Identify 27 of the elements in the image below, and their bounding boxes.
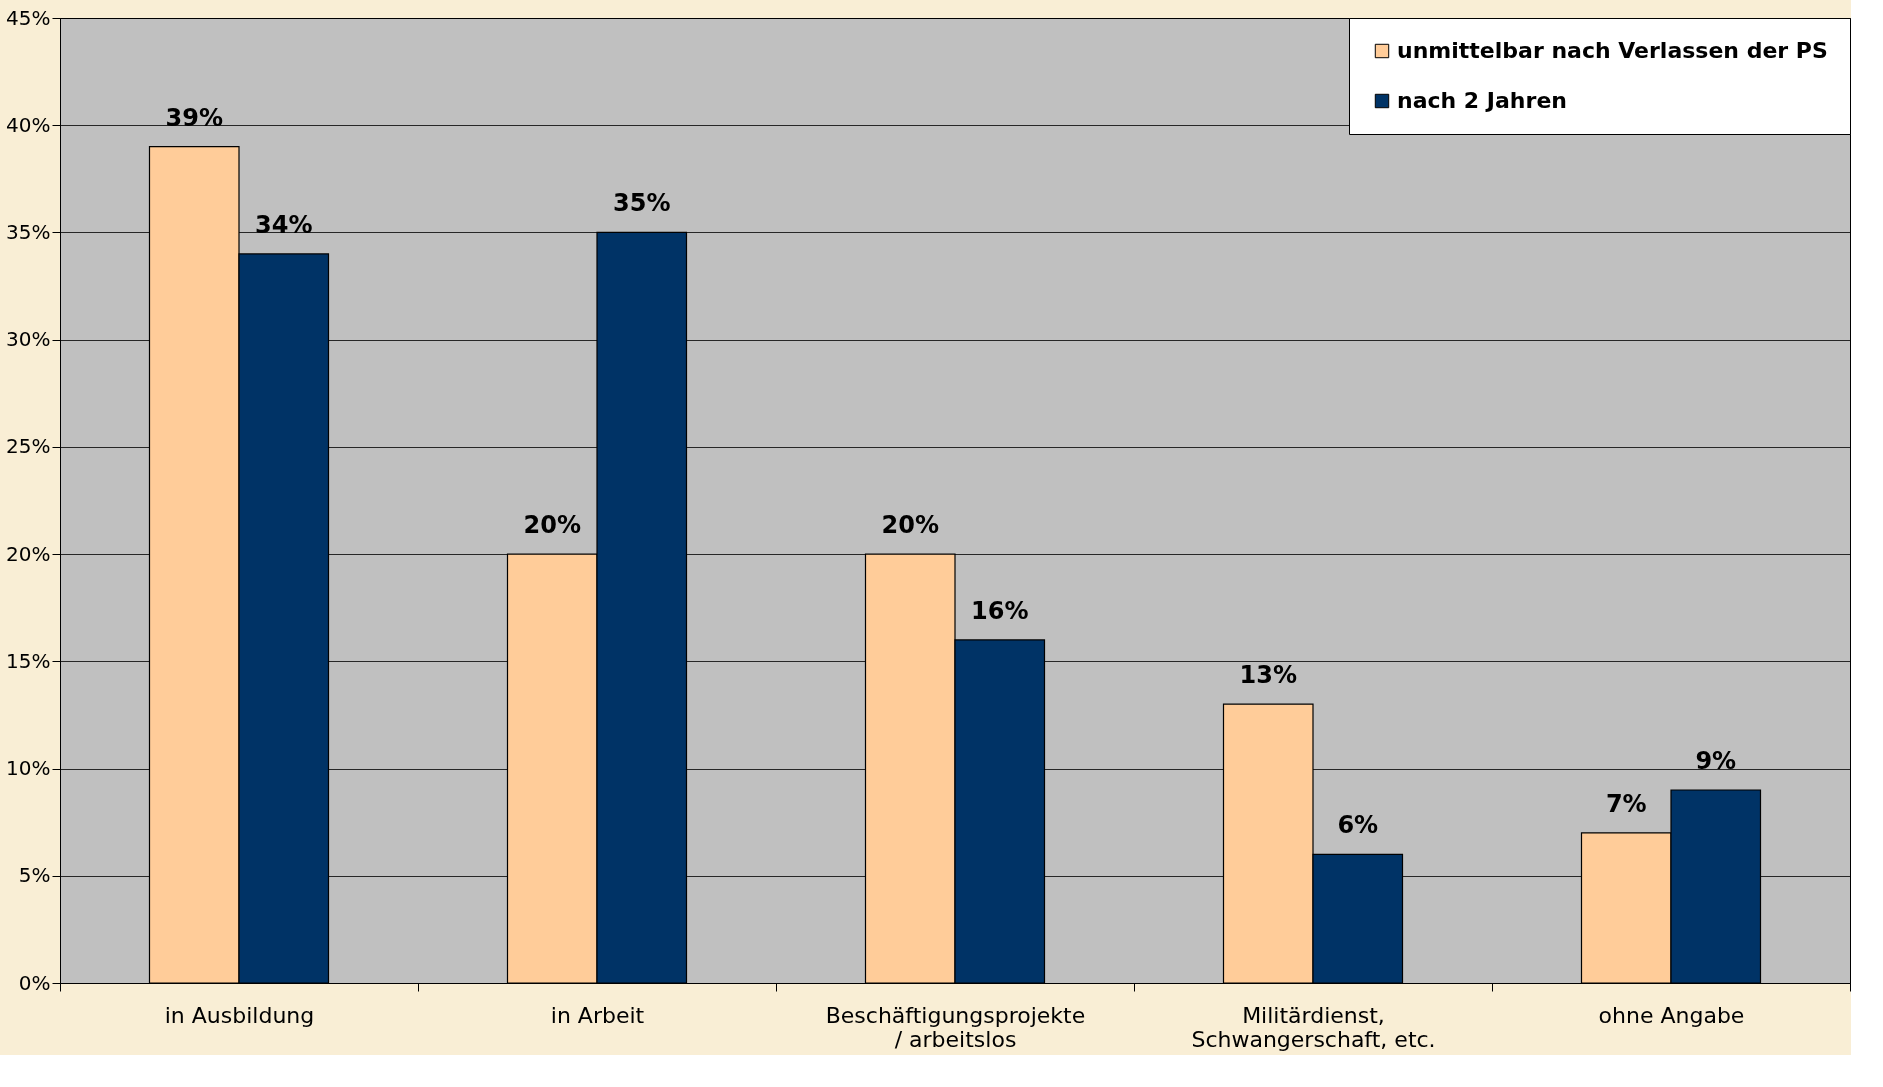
data-label: 39% xyxy=(165,103,223,132)
y-tick-label: 35% xyxy=(6,219,51,244)
data-label: 13% xyxy=(1239,661,1297,690)
data-label: 16% xyxy=(971,596,1029,625)
y-tick-label: 10% xyxy=(6,756,51,781)
y-tick-label: 40% xyxy=(6,112,51,137)
x-tick-label: Beschäftigungsprojekte / arbeitslos xyxy=(825,1002,1086,1052)
y-tick-label: 0% xyxy=(18,970,51,995)
y-tick-label: 5% xyxy=(18,863,51,888)
x-tick-label: ohne Angabe xyxy=(1598,1002,1745,1028)
legend-label: unmittelbar nach Verlassen der PS xyxy=(1397,38,1828,63)
data-label: 20% xyxy=(523,511,581,540)
x-tick-label: in Arbeit xyxy=(550,1002,645,1028)
x-tick-label: in Ausbildung xyxy=(164,1002,315,1028)
data-label: 35% xyxy=(613,189,671,218)
data-label: 20% xyxy=(881,511,939,540)
data-label: 6% xyxy=(1337,811,1379,840)
y-tick-label: 20% xyxy=(6,541,51,566)
x-tick-label: Militärdienst, Schwangerschaft, etc. xyxy=(1191,1002,1436,1052)
data-label: 9% xyxy=(1695,747,1737,775)
y-tick-label: 30% xyxy=(6,327,51,352)
y-tick-label: 15% xyxy=(6,648,51,673)
y-tick-label: 45% xyxy=(6,5,51,30)
legend-label: nach 2 Jahren xyxy=(1397,88,1567,113)
data-label: 34% xyxy=(255,210,313,239)
data-label: 7% xyxy=(1605,789,1647,818)
y-tick-label: 25% xyxy=(6,434,51,459)
